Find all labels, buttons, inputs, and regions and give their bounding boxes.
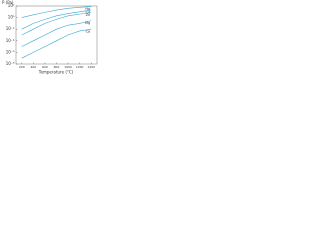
y-tick-label: 10² — [8, 3, 15, 8]
series-line — [21, 6, 92, 18]
page: P (Pa) Temperature (°C) 10² 10⁰ 10⁻² 10⁻⁴ 10… — [0, 0, 320, 76]
series-line — [21, 9, 92, 30]
x-tick-label: 1000 — [64, 65, 72, 69]
series-label: Zn — [86, 13, 91, 17]
series-line — [21, 20, 92, 47]
x-tick-label: 1400 — [87, 65, 95, 69]
series-label: Hg — [85, 7, 90, 11]
x-tick-label: 200 — [19, 65, 25, 69]
x-tick-label: 1200 — [76, 65, 84, 69]
x-tick-label: 600 — [42, 65, 48, 69]
series-line — [21, 12, 92, 36]
y-tick-label: 10⁻⁸ — [6, 61, 15, 66]
x-tick-label: 800 — [54, 65, 60, 69]
x-tick-label: 400 — [30, 65, 36, 69]
chart: P (Pa) Temperature (°C) 10² 10⁰ 10⁻² 10⁻⁴ 10… — [2, 0, 98, 75]
y-axis-label: P (Pa) — [2, 0, 14, 5]
x-axis-label: Temperature (°C) — [38, 70, 74, 75]
series-line — [21, 28, 92, 59]
y-tick-label: 10⁰ — [8, 15, 15, 20]
y-tick-label: 10⁻² — [6, 26, 15, 31]
series-label: Mg — [85, 21, 90, 25]
y-tick-label: 10⁻⁶ — [6, 49, 15, 54]
series-label: Ca — [86, 30, 91, 34]
y-tick-label: 10⁻⁴ — [6, 38, 15, 43]
series-label: Cd — [86, 11, 91, 15]
